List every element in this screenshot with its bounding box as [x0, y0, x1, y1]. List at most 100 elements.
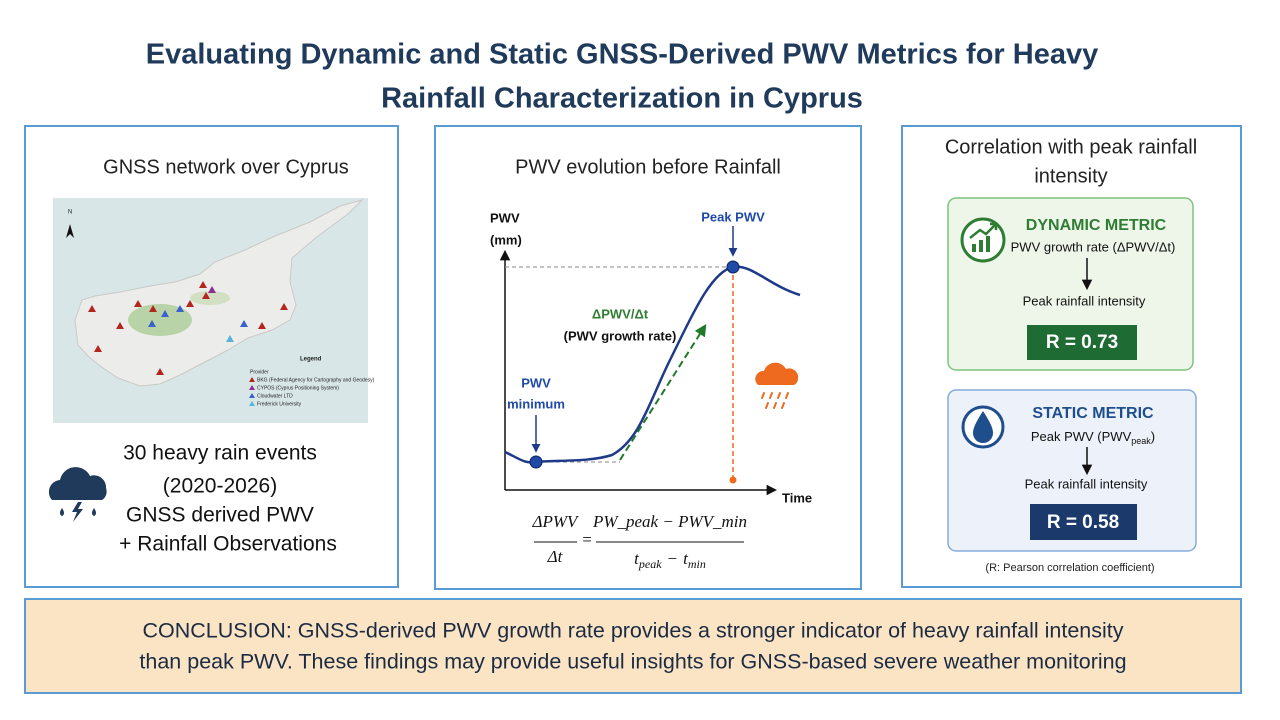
r-box	[1027, 325, 1137, 360]
shape	[186, 300, 194, 307]
shape	[258, 322, 266, 329]
shape	[240, 320, 248, 327]
formula: ΔPWV Δt = PW_peak − PWV_min tpeak − tmin	[532, 512, 747, 571]
growth-arrow	[619, 323, 707, 461]
shape	[202, 292, 210, 299]
conclusion-box	[24, 598, 1242, 694]
stations	[88, 281, 288, 375]
legend-swatch	[249, 377, 255, 382]
card-metric: )	[1151, 429, 1155, 444]
shape	[280, 303, 288, 310]
static-card: STATIC METRIC Peak PWV (PWVpeak) Peak ra…	[947, 389, 1197, 552]
growth-label: ΔPWV/Δt	[592, 306, 649, 321]
card-heading: STATIC METRIC	[1032, 405, 1154, 422]
drop-icon	[961, 405, 1005, 449]
panel-title: Correlation with peak rainfall	[945, 136, 1197, 158]
r-box	[1030, 504, 1137, 540]
shape	[208, 286, 216, 293]
shape	[94, 345, 102, 352]
legend-title: Legend	[300, 357, 322, 363]
dynamic-card: DYNAMIC METRIC PWV growth rate (ΔPWV/Δt)…	[947, 197, 1194, 371]
legend-entry: Frederick University	[257, 401, 302, 407]
shape	[979, 240, 983, 252]
shape	[755, 362, 799, 385]
panel-title: PWV evolution before Rainfall	[515, 156, 781, 178]
y-axis-label: PWV	[490, 210, 520, 225]
legend-swatch	[249, 401, 255, 406]
conclusion-line: than peak PWV. These findings may provid…	[139, 650, 1126, 674]
shape	[969, 224, 996, 239]
shape	[72, 502, 83, 522]
shape	[226, 335, 234, 342]
formula-term: t	[634, 549, 640, 568]
shape	[88, 305, 96, 312]
rain-onset-dot	[729, 476, 737, 484]
formula-term: t	[683, 549, 689, 568]
peak-point	[726, 260, 740, 274]
min-point	[529, 455, 543, 469]
north-arrow	[66, 224, 74, 238]
storm-icon	[48, 467, 107, 522]
legend-heading: Provider	[250, 369, 269, 375]
card-metric: PWV growth rate (ΔPWV/Δt)	[1011, 239, 1176, 254]
shape	[990, 222, 998, 230]
forest	[128, 304, 192, 336]
legend-entry: CYPOS (Cyprus Positioning System)	[257, 385, 339, 391]
minimum-label: PWV	[521, 375, 551, 390]
rain-icon	[755, 362, 799, 409]
shape	[48, 467, 107, 500]
panel-title: GNSS network over Cyprus	[103, 156, 349, 178]
shape	[176, 305, 184, 312]
formula-term: PW_peak − PWV_min	[592, 512, 747, 531]
formula-subscript: min	[688, 557, 706, 571]
map: N Legend Provider BKG (Federal Agency fo…	[53, 198, 375, 423]
growth-label: (PWV growth rate)	[564, 328, 677, 343]
events-line: (2020-2026)	[163, 475, 277, 498]
shape	[161, 310, 169, 317]
r-value: R = 0.73	[1046, 332, 1118, 353]
formula-term: tpeak − tmin	[634, 549, 706, 571]
legend-swatch	[249, 393, 255, 398]
shape	[149, 305, 157, 312]
r-value: R = 0.58	[1047, 512, 1119, 533]
events-line: 30 heavy rain events	[123, 442, 317, 465]
shape	[972, 244, 976, 252]
formula-operator: −	[668, 549, 678, 568]
legend-entry: Cloudwater LTD	[257, 393, 293, 399]
growth-icon	[960, 217, 1006, 263]
card-target: Peak rainfall intensity	[1025, 476, 1148, 491]
north-label: N	[68, 210, 72, 216]
formula-term: ΔPWV	[532, 512, 581, 531]
minimum-label: minimum	[507, 396, 565, 411]
formula-subscript: peak	[638, 557, 662, 571]
card-metric: Peak PWV (PWV	[1031, 429, 1132, 444]
note: (R: Pearson correlation coefficient)	[985, 562, 1154, 574]
y-axis-label: (mm)	[490, 232, 522, 247]
shape	[156, 368, 164, 375]
events-line: GNSS derived PWV	[126, 504, 314, 527]
shape	[973, 411, 993, 443]
formula-term: Δt	[547, 547, 564, 566]
events-line: + Rainfall Observations	[119, 533, 337, 556]
legend-swatch	[249, 385, 255, 390]
shape	[199, 281, 207, 288]
title-line: Evaluating Dynamic and Static GNSS-Deriv…	[146, 39, 1098, 71]
legend-entry: BKG (Federal Agency for Cartography and …	[257, 377, 375, 383]
peak-label: Peak PWV	[701, 209, 765, 224]
x-axis-label: Time	[782, 490, 812, 505]
pwv-chart: PWV (mm) Time Peak PWV ΔPWV/Δt (PWV grow…	[482, 200, 822, 515]
shape	[134, 300, 142, 307]
shape	[761, 392, 789, 409]
shape	[148, 320, 156, 327]
conclusion-line: CONCLUSION: GNSS-derived PWV growth rate…	[142, 619, 1123, 643]
card-target: Peak rainfall intensity	[1023, 293, 1146, 308]
panel-title: intensity	[1034, 165, 1107, 187]
shape	[986, 236, 990, 252]
card-heading: DYNAMIC METRIC	[1026, 217, 1167, 234]
formula-operator: =	[582, 530, 592, 549]
title-line: Rainfall Characterization in Cyprus	[381, 83, 863, 115]
card-metric-subscript: peak	[1131, 436, 1151, 446]
card-metric: Peak PWV (PWVpeak)	[1031, 429, 1155, 446]
shape	[116, 322, 124, 329]
